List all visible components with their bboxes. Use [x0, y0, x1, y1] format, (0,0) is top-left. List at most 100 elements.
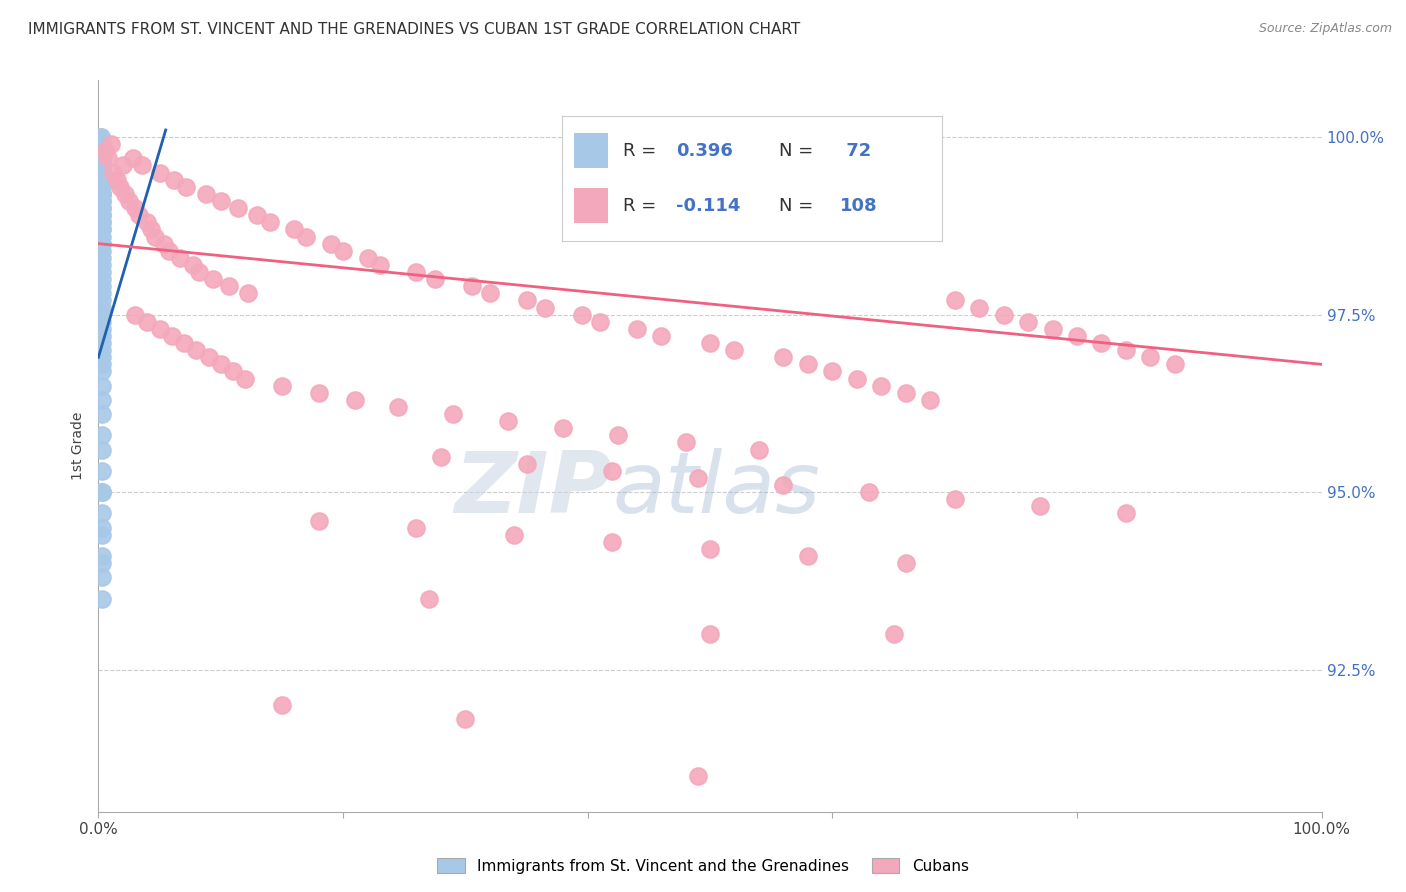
Point	[131, 159, 153, 173]
Point	[967, 301, 990, 315]
Point	[91, 272, 114, 286]
Point	[153, 236, 176, 251]
Point	[1017, 315, 1039, 329]
Point	[91, 279, 114, 293]
Point	[308, 385, 330, 400]
Point	[589, 315, 612, 329]
Point	[91, 591, 114, 606]
Point	[1139, 350, 1161, 364]
Point	[295, 229, 318, 244]
Point	[91, 186, 114, 201]
Point	[91, 179, 114, 194]
Point	[1066, 329, 1088, 343]
Point	[283, 222, 305, 236]
Point	[187, 265, 209, 279]
Point	[114, 186, 136, 201]
Point	[173, 336, 195, 351]
Point	[441, 407, 464, 421]
Point	[91, 407, 114, 421]
Point	[91, 251, 114, 265]
Point	[91, 172, 114, 186]
Point	[91, 485, 114, 500]
Point	[430, 450, 453, 464]
Point	[93, 145, 115, 159]
Point	[515, 293, 537, 308]
Point	[91, 215, 114, 229]
Point	[91, 350, 114, 364]
Point	[139, 222, 162, 236]
Point	[993, 308, 1015, 322]
Point	[894, 556, 917, 570]
Point	[91, 236, 114, 251]
Text: 72: 72	[839, 142, 870, 160]
Point	[105, 172, 128, 186]
Point	[100, 137, 122, 152]
Point	[118, 194, 141, 208]
Point	[91, 201, 114, 215]
Point	[91, 464, 114, 478]
Point	[91, 165, 114, 179]
Point	[91, 179, 114, 194]
Point	[91, 322, 114, 336]
Point	[91, 201, 114, 215]
Point	[91, 145, 114, 159]
Point	[534, 301, 557, 315]
Point	[91, 186, 114, 201]
Point	[91, 364, 114, 378]
Point	[943, 492, 966, 507]
Point	[91, 152, 114, 166]
Text: 0.396: 0.396	[676, 142, 733, 160]
Text: N =: N =	[779, 197, 818, 215]
Point	[405, 521, 427, 535]
Point	[356, 251, 378, 265]
Point	[650, 329, 672, 343]
Point	[699, 541, 721, 556]
Point	[91, 442, 114, 457]
Text: R =: R =	[623, 142, 662, 160]
Point	[169, 251, 191, 265]
Point	[515, 457, 537, 471]
Point	[209, 194, 232, 208]
Point	[686, 471, 709, 485]
Point	[503, 528, 526, 542]
Point	[91, 152, 114, 166]
Point	[91, 378, 114, 392]
Point	[571, 308, 593, 322]
Point	[111, 159, 134, 173]
Point	[195, 186, 218, 201]
Point	[128, 208, 150, 222]
Point	[91, 208, 114, 222]
Point	[91, 329, 114, 343]
Text: R =: R =	[623, 197, 662, 215]
Point	[797, 357, 820, 371]
Point	[308, 514, 330, 528]
Point	[894, 385, 917, 400]
Point	[91, 428, 114, 442]
Point	[91, 521, 114, 535]
Point	[91, 229, 114, 244]
Point	[101, 165, 124, 179]
Point	[91, 165, 114, 179]
Point	[90, 130, 112, 145]
Point	[91, 336, 114, 351]
Point	[883, 627, 905, 641]
Point	[91, 215, 114, 229]
Y-axis label: 1st Grade: 1st Grade	[72, 412, 86, 480]
Point	[197, 350, 219, 364]
Point	[233, 371, 256, 385]
Point	[405, 265, 427, 279]
Point	[91, 137, 114, 152]
Legend: Immigrants from St. Vincent and the Grenadines, Cubans: Immigrants from St. Vincent and the Gren…	[432, 852, 974, 880]
Point	[91, 186, 114, 201]
Point	[110, 179, 132, 194]
Point	[91, 172, 114, 186]
Point	[226, 201, 249, 215]
Point	[821, 364, 844, 378]
Point	[478, 286, 501, 301]
Point	[91, 159, 114, 173]
Point	[157, 244, 180, 258]
Point	[675, 435, 697, 450]
Point	[418, 591, 440, 606]
Point	[91, 343, 114, 358]
Point	[270, 378, 294, 392]
